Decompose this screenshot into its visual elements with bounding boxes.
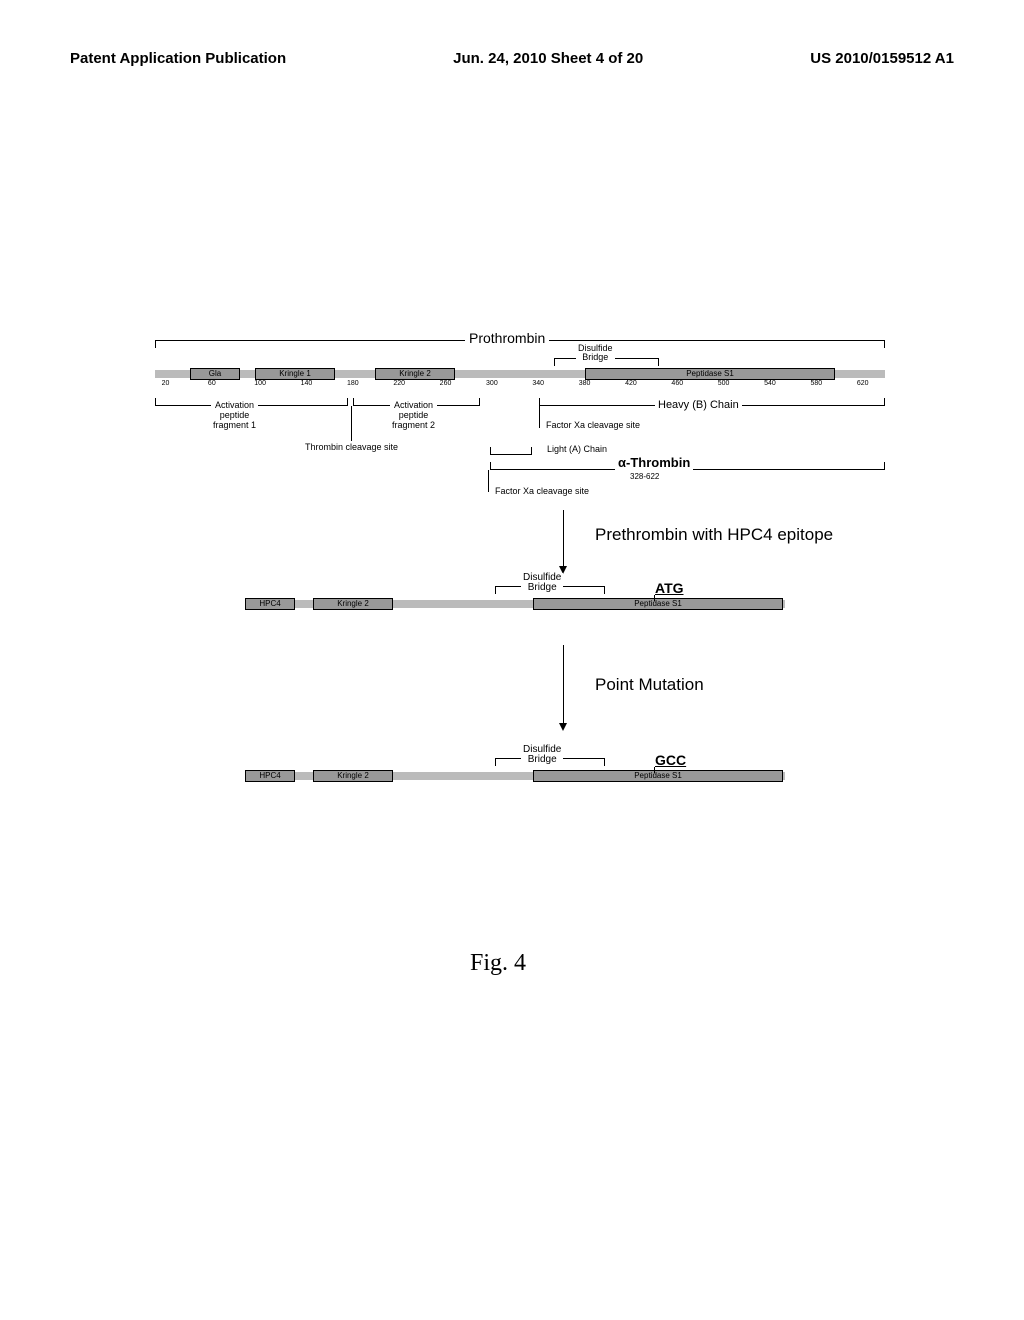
tick-420: 420 [625,380,637,387]
tick-60: 60 [208,380,216,387]
activation2-label: Activationpeptidefragment 2 [390,400,437,430]
tick-300: 300 [486,380,498,387]
tick-500: 500 [718,380,730,387]
tick-260: 260 [440,380,452,387]
thrombin-cleavage-line [351,406,352,441]
light-chain-label: Light (A) Chain [547,444,607,454]
header-center: Jun. 24, 2010 Sheet 4 of 20 [453,50,643,67]
tick-580: 580 [810,380,822,387]
prothrombin-label: Prothrombin [465,330,549,346]
tick-460: 460 [671,380,683,387]
codon-gcc: GCC [655,752,686,768]
kringle2-domain: Kringle 2 [375,368,455,380]
header-right: US 2010/0159512 A1 [810,50,954,67]
tick-180: 180 [347,380,359,387]
light-chain-bracket [490,447,532,455]
alpha-thrombin-label: α-Thrombin [615,455,693,470]
factor-xa-line-1 [539,406,540,428]
arrow-line-1 [563,510,564,566]
factor-xa-line-2 [488,470,489,492]
point-mutation-label: Point Mutation [595,675,704,695]
arrow-line-2 [563,645,564,723]
codon-line-1 [654,595,655,601]
kringle1-domain: Kringle 1 [255,368,335,380]
prethrombin-section-label: Prethrombin with HPC4 epitope [595,525,833,545]
tick-620: 620 [857,380,869,387]
tick-220: 220 [393,380,405,387]
kringle2-domain-3: Kringle 2 [313,770,393,782]
figure-caption: Fig. 4 [470,950,526,977]
heavy-chain-label: Heavy (B) Chain [655,399,742,411]
peptidase-domain: Peptidase S1 [585,368,835,380]
gla-domain: Gla [190,368,240,380]
hpc4-domain-1: HPC4 [245,598,295,610]
codon-atg: ATG [655,580,684,596]
thrombin-cleavage-label: Thrombin cleavage site [305,442,398,452]
header-left: Patent Application Publication [70,50,286,67]
activation1-label: Activationpeptidefragment 1 [211,400,258,430]
peptidase-domain-2: Peptidase S1 [533,598,783,610]
disulfide-label-2: DisulfideBridge [521,573,563,593]
alpha-range-label: 328-622 [630,472,659,481]
arrow-head-2 [559,723,567,731]
disulfide-label-3: DisulfideBridge [521,745,563,765]
page-header: Patent Application Publication Jun. 24, … [0,50,1024,67]
tick-380: 380 [579,380,591,387]
factor-xa-label-2: Factor Xa cleavage site [495,486,589,496]
factor-xa-label-1: Factor Xa cleavage site [546,420,640,430]
kringle2-domain-2: Kringle 2 [313,598,393,610]
tick-340: 340 [532,380,544,387]
disulfide-label-1: DisulfideBridge [576,344,615,362]
tick-20: 20 [162,380,170,387]
tick-100: 100 [254,380,266,387]
peptidase-domain-3: Peptidase S1 [533,770,783,782]
tick-540: 540 [764,380,776,387]
hpc4-domain-2: HPC4 [245,770,295,782]
tick-140: 140 [301,380,313,387]
codon-line-2 [654,767,655,773]
